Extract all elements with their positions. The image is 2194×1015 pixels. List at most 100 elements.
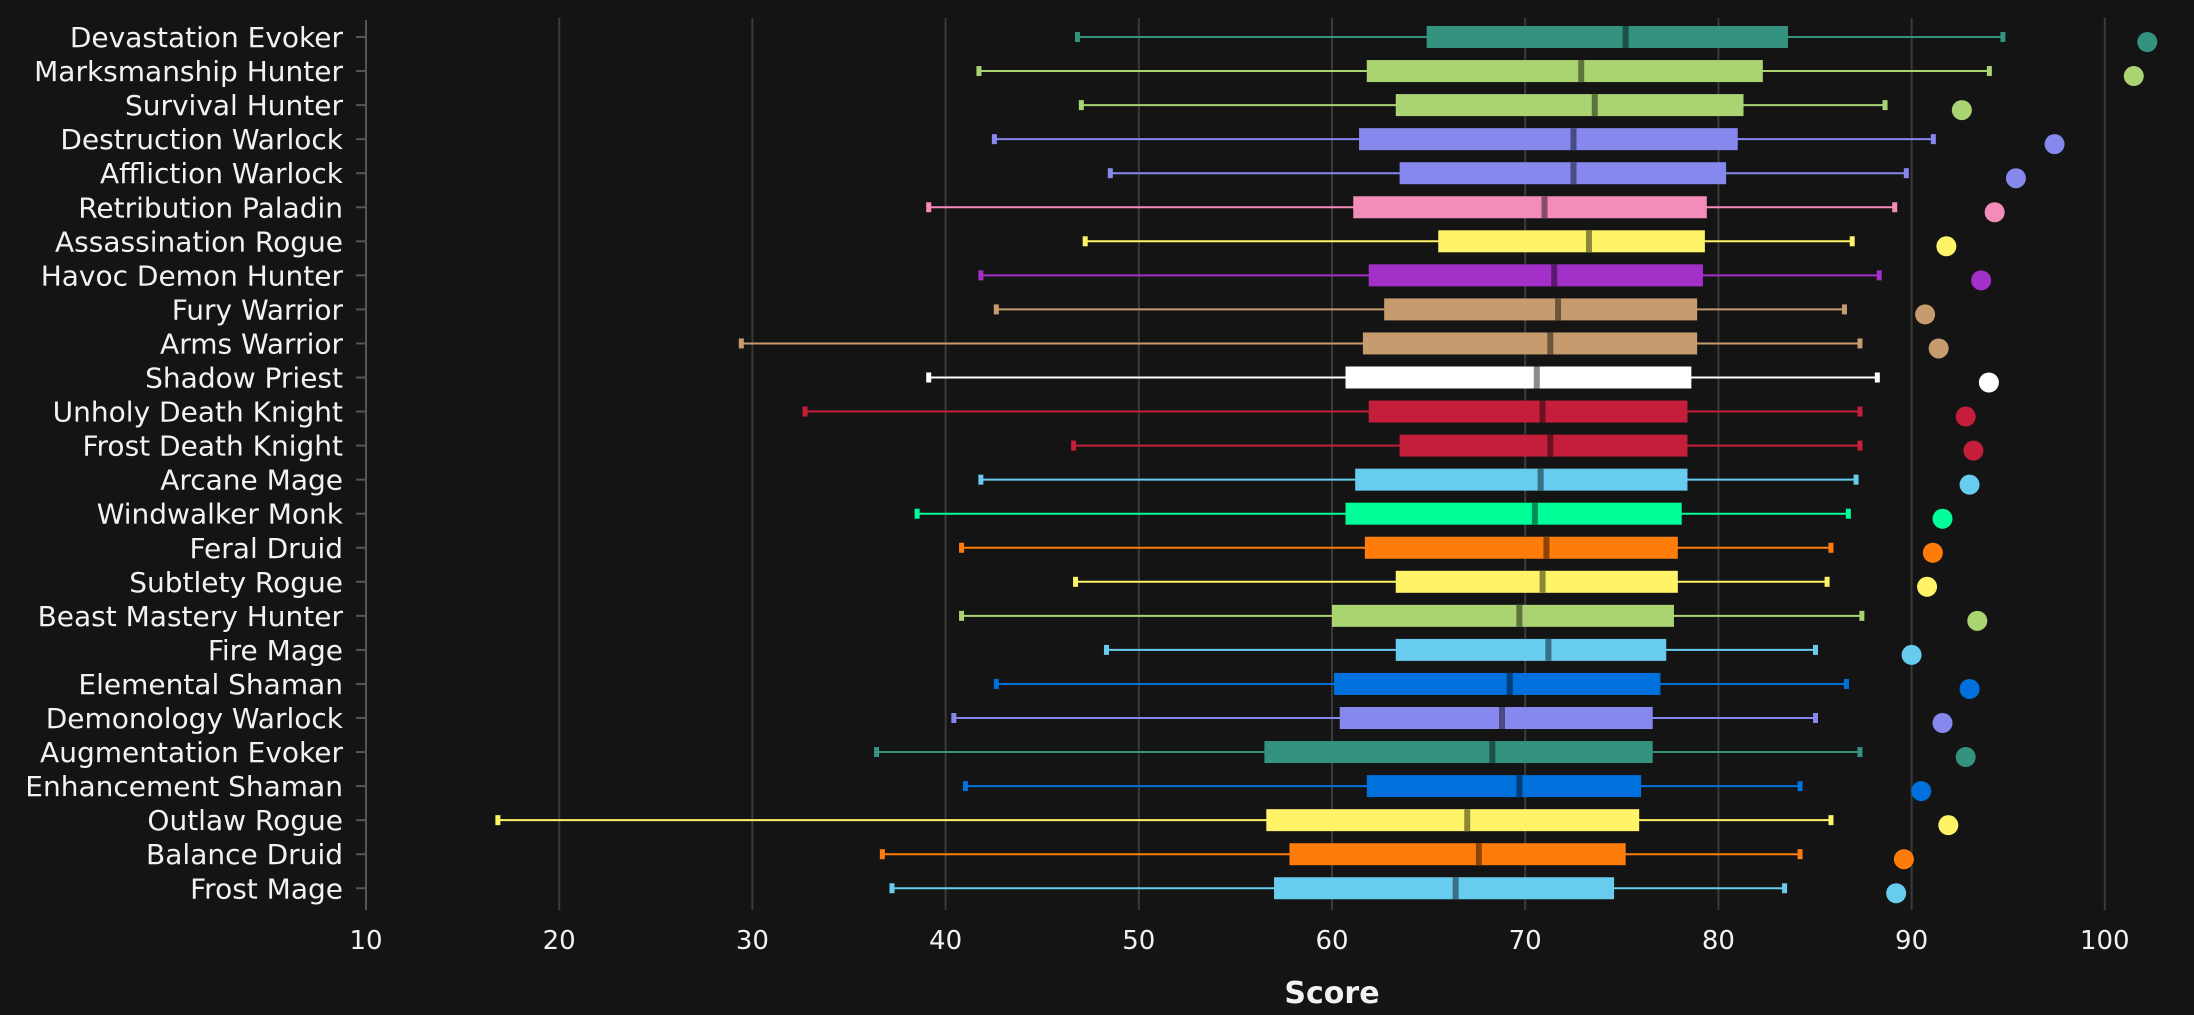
box-row: [738, 332, 1949, 359]
whisker-min-cap: [978, 474, 984, 485]
top-score-point: [2044, 134, 2065, 155]
whisker-min-cap: [889, 883, 895, 894]
median-marker: [1489, 741, 1496, 764]
iqr-box: [1395, 570, 1678, 593]
median-marker: [1578, 60, 1585, 83]
top-score-point: [1967, 610, 1988, 631]
median-marker: [1539, 400, 1546, 423]
whisker-max-cap: [1876, 270, 1882, 281]
whisker-min-cap: [993, 304, 999, 315]
whisker-max-cap: [2000, 32, 2006, 42]
whisker-min-cap: [991, 134, 997, 145]
whisker-max-cap: [1813, 644, 1818, 655]
top-score-point: [1936, 236, 1957, 257]
whisker-max-cap: [1986, 66, 1992, 77]
whisker-max-cap: [1845, 508, 1851, 519]
box-row: [802, 400, 1976, 427]
iqr-box: [1264, 741, 1653, 764]
whisker-min-cap: [962, 781, 968, 792]
median-marker: [1551, 264, 1558, 287]
whisker-min-cap: [978, 270, 984, 281]
iqr-box: [1384, 298, 1698, 321]
whisker-max-cap: [1859, 610, 1865, 621]
whisker-max-cap: [1857, 440, 1863, 451]
y-tick-label: Devastation Evoker: [70, 21, 344, 54]
median-marker: [1555, 298, 1562, 321]
box-row: [1107, 162, 2026, 189]
whisker-max-cap: [1874, 372, 1880, 383]
x-tick-label: 60: [1315, 926, 1348, 956]
top-score-point: [1955, 747, 1976, 768]
box-row: [976, 60, 2144, 87]
y-tick-label: Demonology Warlock: [46, 702, 344, 735]
y-tick-label: Assassination Rogue: [55, 225, 343, 258]
y-tick-label: Frost Mage: [190, 872, 343, 905]
box-row: [993, 672, 1980, 699]
x-axis-title: Score: [1284, 976, 1379, 1011]
x-tick-label: 70: [1509, 926, 1542, 956]
box-row: [991, 128, 2065, 155]
median-marker: [1585, 230, 1592, 253]
top-score-point: [1928, 338, 1949, 359]
whisker-min-cap: [993, 678, 999, 689]
top-score-point: [1911, 781, 1932, 802]
box-row: [978, 264, 1992, 291]
whisker-min-cap: [874, 747, 880, 758]
whisker-min-cap: [1103, 644, 1109, 655]
whisker-min-cap: [738, 338, 744, 349]
iqr-box: [1438, 230, 1705, 253]
y-tick-label: Fury Warrior: [172, 293, 344, 326]
whisker-min-cap: [959, 542, 965, 553]
box-row: [1078, 94, 1972, 121]
grid-lines: [558, 18, 2106, 910]
median-marker: [1570, 128, 1577, 151]
y-tick-label: Windwalker Monk: [97, 498, 344, 531]
y-tick-label: Havoc Demon Hunter: [41, 259, 344, 292]
iqr-box: [1359, 128, 1738, 151]
whisker-max-cap: [1857, 406, 1863, 417]
iqr-box: [1399, 434, 1688, 457]
iqr-box: [1368, 400, 1688, 423]
y-tick-label: Beast Mastery Hunter: [38, 600, 344, 633]
median-marker: [1537, 468, 1544, 491]
y-tick-label: Affliction Warlock: [100, 157, 344, 190]
box-row: [926, 196, 2005, 223]
top-score-point: [1886, 883, 1907, 904]
box-row: [978, 468, 1980, 495]
median-marker: [1464, 809, 1471, 832]
box-row: [879, 843, 1914, 870]
whisker-min-cap: [926, 372, 932, 383]
top-score-point: [1955, 406, 1976, 427]
median-marker: [1547, 434, 1554, 457]
top-score-point: [1984, 202, 2005, 223]
y-tick-label: Arcane Mage: [160, 464, 343, 497]
median-marker: [1622, 26, 1629, 48]
median-marker: [1475, 843, 1482, 866]
iqr-box: [1345, 366, 1692, 389]
median-marker: [1506, 672, 1513, 695]
y-tick-label: Arms Warrior: [160, 327, 343, 360]
iqr-box: [1339, 707, 1653, 729]
y-tick-label: Subtlety Rogue: [129, 566, 343, 599]
y-tick-label: Augmentation Evoker: [40, 736, 343, 769]
median-marker: [1531, 502, 1538, 525]
whisker-max-cap: [1849, 236, 1855, 247]
top-score-point: [1951, 100, 1972, 121]
whisker-min-cap: [495, 815, 501, 826]
median-marker: [1543, 536, 1550, 559]
whisker-max-cap: [1857, 747, 1863, 758]
whisker-max-cap: [1797, 849, 1803, 860]
box-row: [874, 741, 1976, 768]
x-tick-label: 100: [2080, 926, 2130, 956]
iqr-box: [1395, 638, 1667, 661]
box-row: [495, 809, 1959, 836]
top-score-point: [1978, 372, 1999, 393]
y-tick-label: Balance Druid: [146, 838, 343, 871]
top-score-point: [1915, 304, 1936, 325]
iqr-box: [1368, 264, 1703, 287]
whisker-max-cap: [1853, 474, 1859, 485]
median-marker: [1516, 775, 1523, 798]
top-score-point: [2137, 32, 2158, 52]
box-row: [1103, 638, 1922, 665]
